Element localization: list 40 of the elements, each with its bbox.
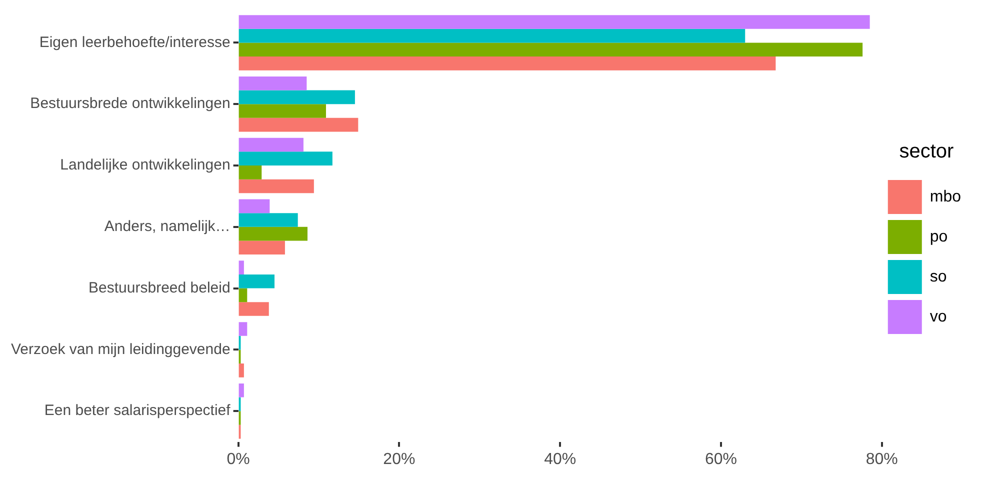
bar (238, 166, 262, 180)
y-tick-label: Eigen leerbehoefte/interesse (39, 34, 230, 51)
bar (238, 213, 298, 227)
x-tick-label: 0% (226, 450, 250, 468)
bar (238, 118, 358, 132)
y-tick-label: Landelijke ontwikkelingen (60, 156, 230, 174)
x-tick-label: 60% (704, 450, 737, 468)
bar (238, 199, 270, 214)
y-tick-label: Verzoek van mijn leidinggevende (10, 340, 230, 358)
bar (238, 76, 307, 90)
legend-label: vo (930, 308, 947, 326)
y-tick-label: Anders, namelijk… (104, 218, 230, 236)
bar (238, 226, 308, 241)
bar (238, 179, 314, 194)
bar (238, 240, 285, 255)
bar (238, 104, 326, 118)
bar (238, 383, 244, 398)
bar (238, 152, 332, 166)
bar (238, 302, 269, 316)
bar (238, 28, 746, 43)
y-tick-label: Een beter salarisperspectief (44, 402, 232, 420)
legend-title: sector (899, 140, 954, 163)
x-tick-label: 20% (383, 450, 416, 468)
legend-label: so (930, 268, 947, 286)
legend-label: mbo (930, 188, 962, 206)
bar (238, 42, 863, 57)
x-tick-label: 80% (866, 450, 898, 468)
bar (238, 15, 870, 29)
legend-label: po (930, 228, 948, 246)
bar (238, 274, 275, 288)
bar (238, 260, 244, 274)
bar (238, 288, 248, 302)
bar (238, 56, 776, 70)
bar (238, 322, 248, 336)
bar (238, 364, 244, 378)
y-tick-label: Bestuursbrede ontwikkelingen (30, 95, 230, 112)
bar (238, 90, 355, 104)
bar (238, 138, 304, 152)
y-tick-label: Bestuursbreed beleid (88, 279, 230, 296)
x-tick-label: 40% (544, 450, 576, 468)
